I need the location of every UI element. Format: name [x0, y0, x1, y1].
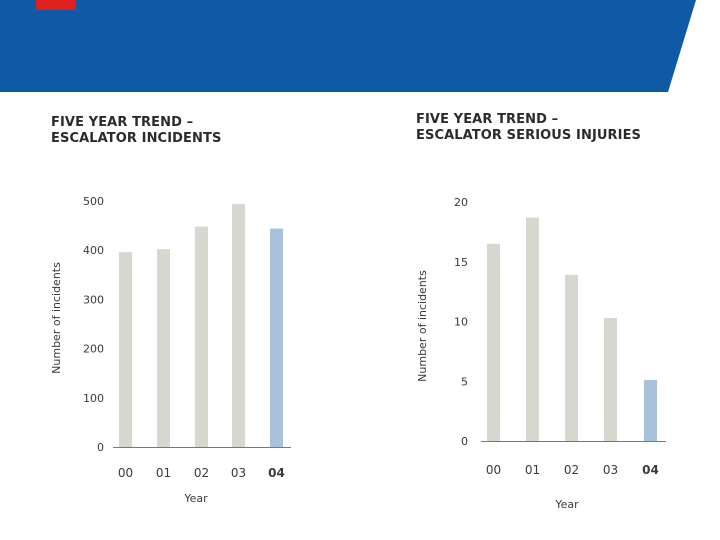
x-tick-label-00: 00 — [486, 463, 501, 477]
x-tick-label-04: 04 — [268, 466, 285, 480]
y-tick-label: 5 — [461, 375, 468, 388]
bar-03 — [232, 203, 245, 447]
chart-title-line-2: ESCALATOR SERIOUS INJURIES — [416, 128, 642, 143]
bar-01 — [157, 249, 170, 447]
y-tick-label: 10 — [454, 316, 468, 329]
x-tick-labels: 00 01 02 03 04 — [118, 466, 285, 480]
banner-blue-band — [0, 0, 696, 92]
y-tick-label: 400 — [83, 244, 104, 257]
x-axis-label: Year — [554, 498, 579, 511]
x-tick-label-03: 03 — [231, 466, 246, 480]
bar-02 — [565, 274, 578, 441]
header-banner — [0, 0, 696, 92]
x-axis-label: Year — [183, 492, 208, 505]
y-tick-label: 200 — [83, 343, 104, 356]
bar-04 — [644, 380, 657, 441]
chart-title-escalator-serious-injuries: FIVE YEAR TREND – ESCALATOR SERIOUS INJU… — [416, 112, 641, 144]
chart-title-escalator-incidents: FIVE YEAR TREND – ESCALATOR INCIDENTS — [51, 115, 221, 147]
bar-01 — [526, 217, 539, 441]
y-axis-label: Number of incidents — [416, 270, 429, 382]
y-tick-labels: 0 100 200 300 400 500 — [83, 195, 104, 454]
x-tick-label-04: 04 — [642, 463, 659, 477]
y-tick-label: 300 — [83, 293, 104, 306]
y-tick-label: 15 — [454, 256, 468, 269]
y-tick-label: 20 — [454, 196, 468, 209]
x-tick-labels: 00 01 02 03 04 — [486, 463, 659, 477]
chart-title-line-1: FIVE YEAR TREND – — [51, 115, 194, 130]
bar-04 — [270, 228, 283, 447]
y-axis-label: Number of incidents — [50, 262, 63, 374]
bar-03 — [604, 317, 617, 441]
bars-group — [487, 217, 657, 441]
y-tick-label: 500 — [83, 195, 104, 208]
x-tick-label-01: 01 — [156, 466, 171, 480]
bar-02 — [195, 226, 208, 447]
chart-title-line-2: ESCALATOR INCIDENTS — [51, 131, 222, 146]
y-tick-labels: 0 5 10 15 20 — [454, 196, 468, 448]
x-tick-label-03: 03 — [603, 463, 618, 477]
x-tick-label-01: 01 — [525, 463, 540, 477]
x-tick-label-02: 02 — [194, 466, 209, 480]
bar-00 — [119, 252, 132, 447]
x-tick-label-00: 00 — [118, 466, 133, 480]
x-tick-label-02: 02 — [564, 463, 579, 477]
chart-title-line-1: FIVE YEAR TREND – — [416, 112, 559, 127]
y-tick-label: 0 — [461, 435, 468, 448]
bar-00 — [487, 243, 500, 441]
banner-red-mark — [36, 0, 76, 10]
bars-group — [119, 203, 283, 447]
y-tick-label: 100 — [83, 392, 104, 405]
y-tick-label: 0 — [97, 441, 104, 454]
